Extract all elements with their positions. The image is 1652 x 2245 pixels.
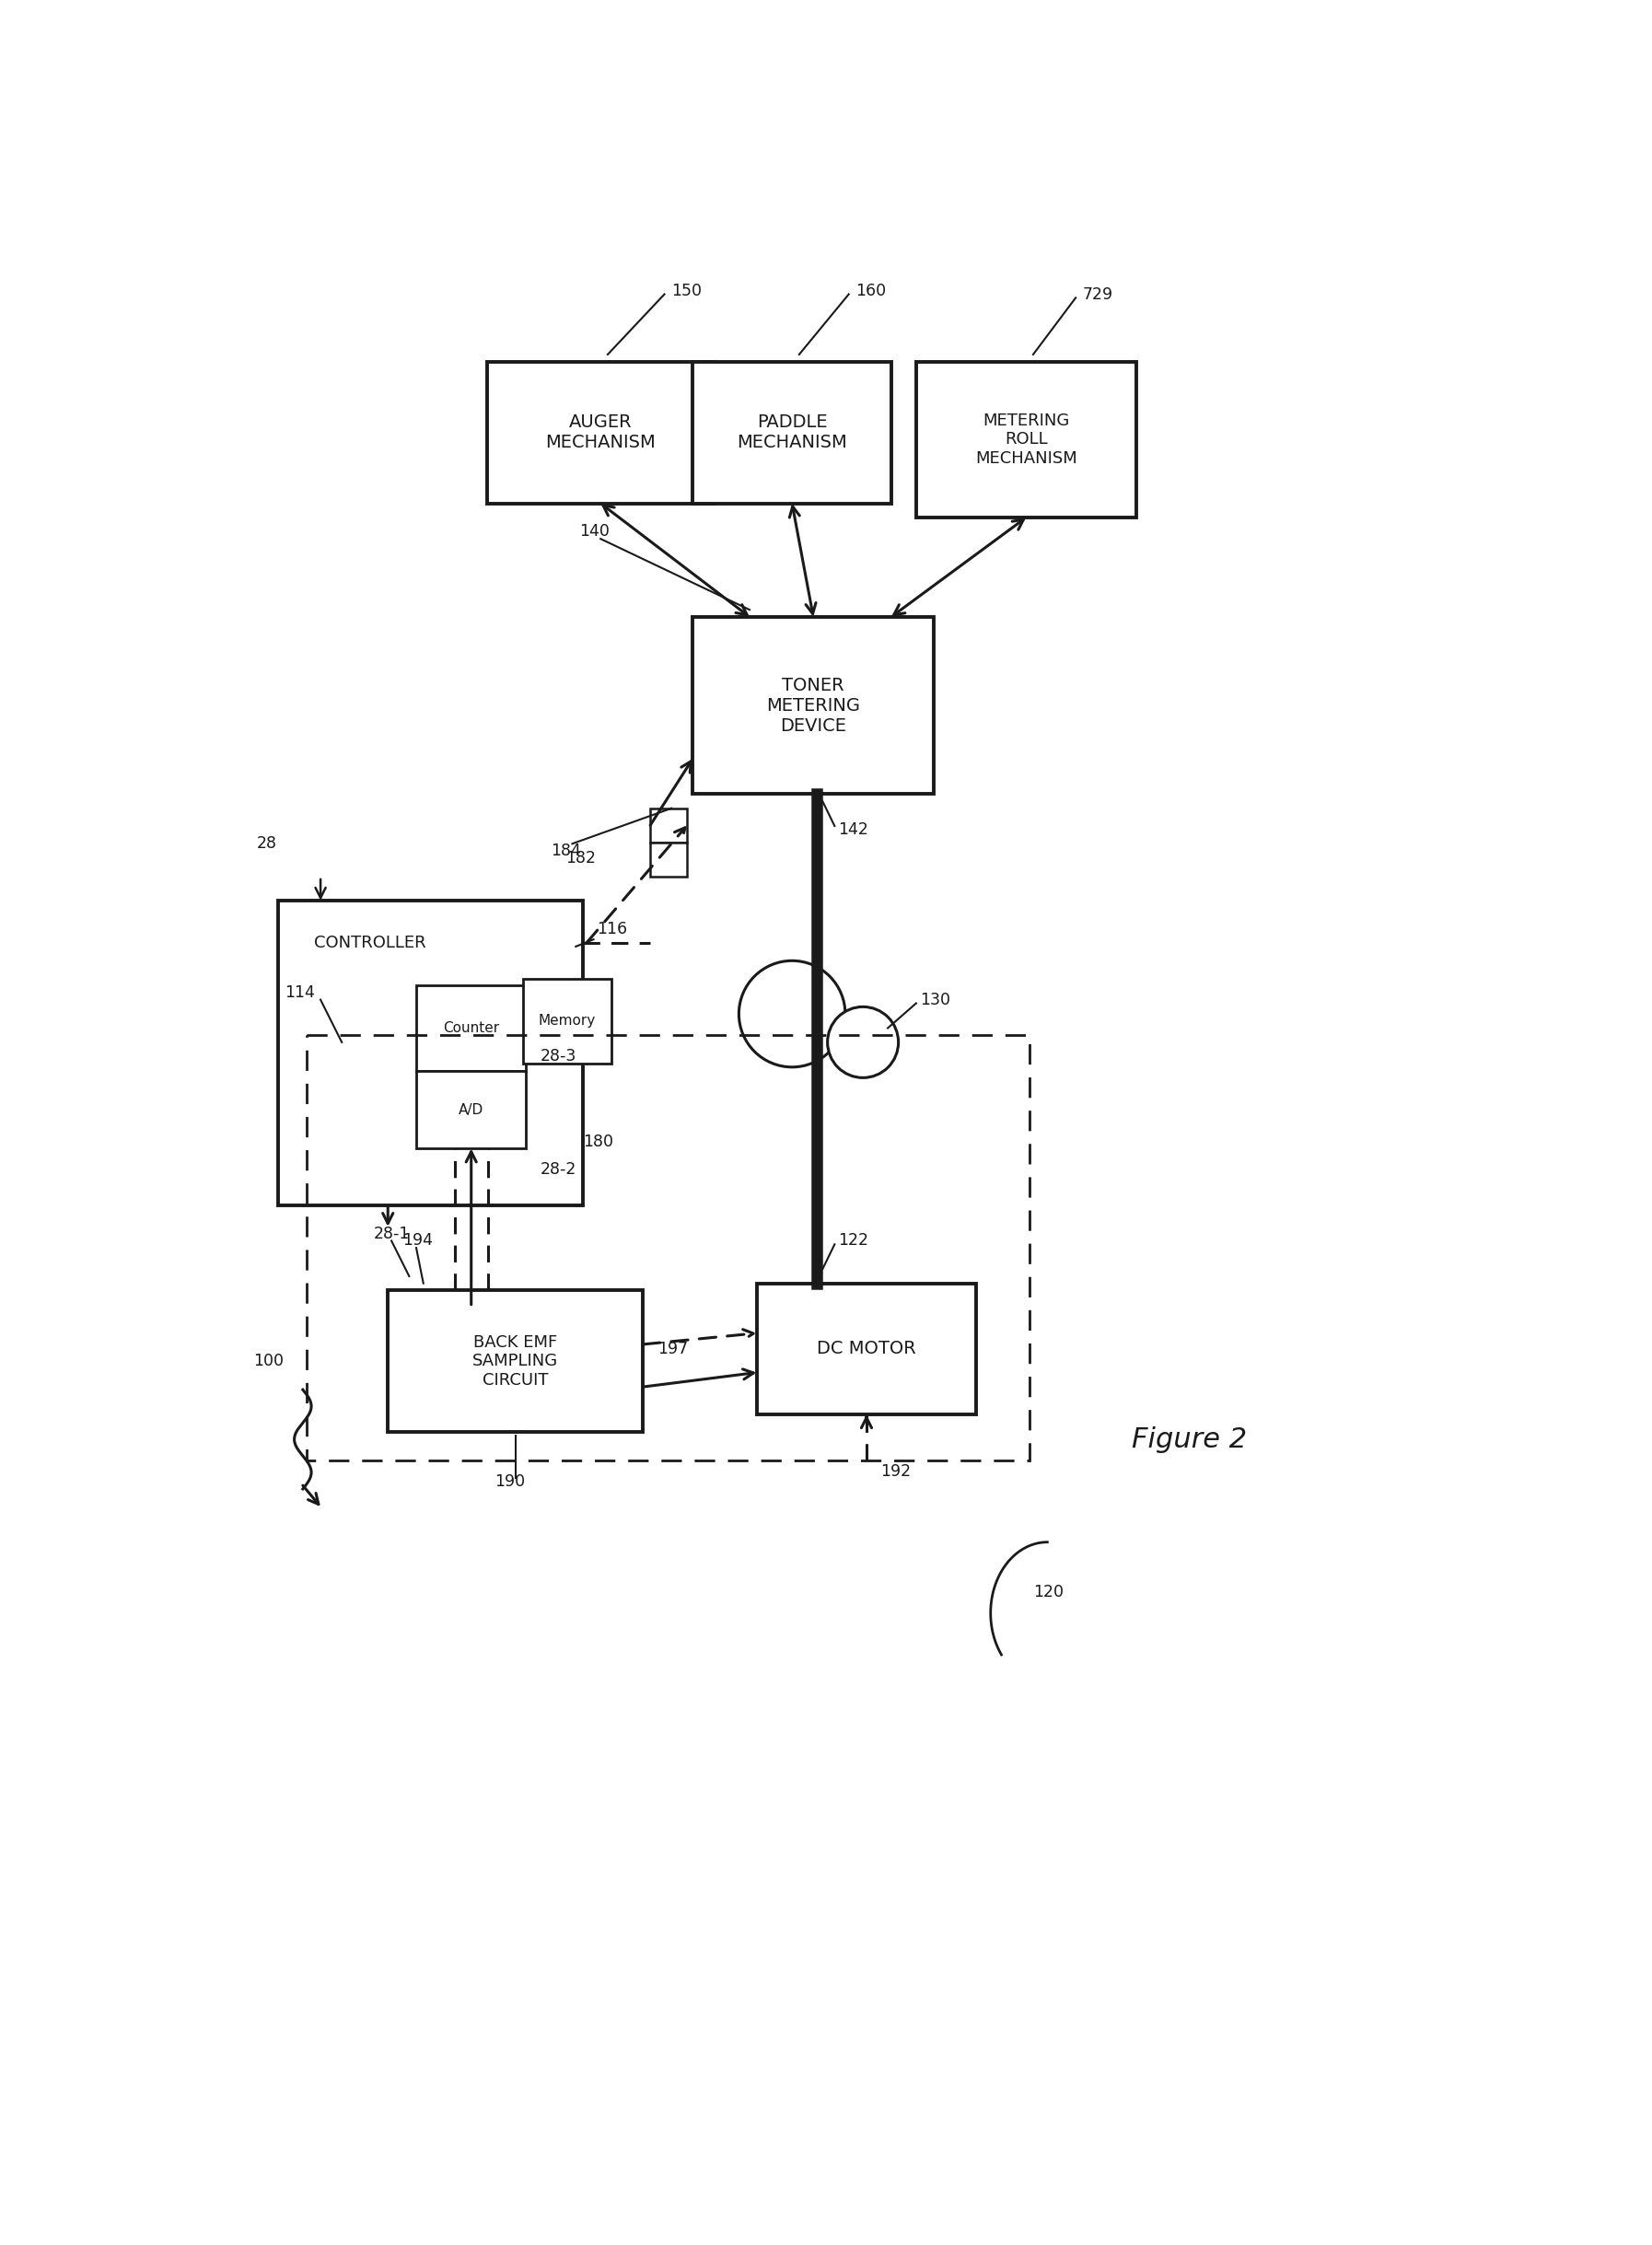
Circle shape: [828, 1006, 899, 1078]
Text: 28: 28: [256, 835, 278, 853]
Text: Figure 2: Figure 2: [1132, 1426, 1247, 1453]
Text: 130: 130: [920, 992, 950, 1008]
Text: DC MOTOR: DC MOTOR: [816, 1340, 917, 1358]
Bar: [416, 986, 525, 1071]
Text: 160: 160: [856, 283, 887, 299]
Circle shape: [738, 961, 846, 1066]
Text: 192: 192: [881, 1464, 912, 1479]
Text: Memory: Memory: [539, 1015, 596, 1028]
Text: 729: 729: [1082, 285, 1113, 303]
Text: 120: 120: [1032, 1583, 1064, 1601]
Text: A/D: A/D: [459, 1102, 484, 1116]
Text: METERING
ROLL
MECHANISM: METERING ROLL MECHANISM: [975, 413, 1077, 467]
Text: 190: 190: [494, 1473, 525, 1491]
Text: CONTROLLER: CONTROLLER: [314, 934, 426, 952]
Bar: [692, 361, 892, 503]
Text: 150: 150: [671, 283, 702, 299]
Text: 28-3: 28-3: [540, 1048, 577, 1064]
Text: 116: 116: [596, 920, 628, 936]
Bar: [692, 617, 933, 795]
Text: TONER
METERING
DEVICE: TONER METERING DEVICE: [767, 676, 861, 734]
Bar: [416, 1071, 525, 1149]
Bar: [306, 1035, 1029, 1461]
Text: AUGER
MECHANISM: AUGER MECHANISM: [545, 413, 656, 451]
Text: 140: 140: [580, 523, 610, 541]
Text: BACK EMF
SAMPLING
CIRCUIT: BACK EMF SAMPLING CIRCUIT: [472, 1334, 558, 1390]
Bar: [757, 1284, 976, 1414]
Text: 197: 197: [657, 1340, 687, 1358]
Text: 184: 184: [552, 842, 582, 860]
Text: 122: 122: [838, 1233, 869, 1248]
Text: 182: 182: [565, 849, 595, 867]
Text: 194: 194: [401, 1233, 433, 1248]
Bar: [522, 979, 611, 1064]
Text: Counter: Counter: [443, 1021, 499, 1035]
Bar: [388, 1291, 643, 1432]
Bar: [651, 808, 687, 842]
Text: 180: 180: [583, 1134, 613, 1149]
Text: 100: 100: [253, 1354, 284, 1369]
Text: 28-2: 28-2: [540, 1161, 577, 1179]
Bar: [487, 361, 714, 503]
Text: PADDLE
MECHANISM: PADDLE MECHANISM: [737, 413, 847, 451]
Text: 28-1: 28-1: [373, 1226, 410, 1241]
Bar: [278, 900, 583, 1206]
Text: 142: 142: [838, 822, 869, 837]
Bar: [917, 361, 1137, 519]
Bar: [651, 842, 687, 876]
Text: 114: 114: [286, 983, 316, 1001]
